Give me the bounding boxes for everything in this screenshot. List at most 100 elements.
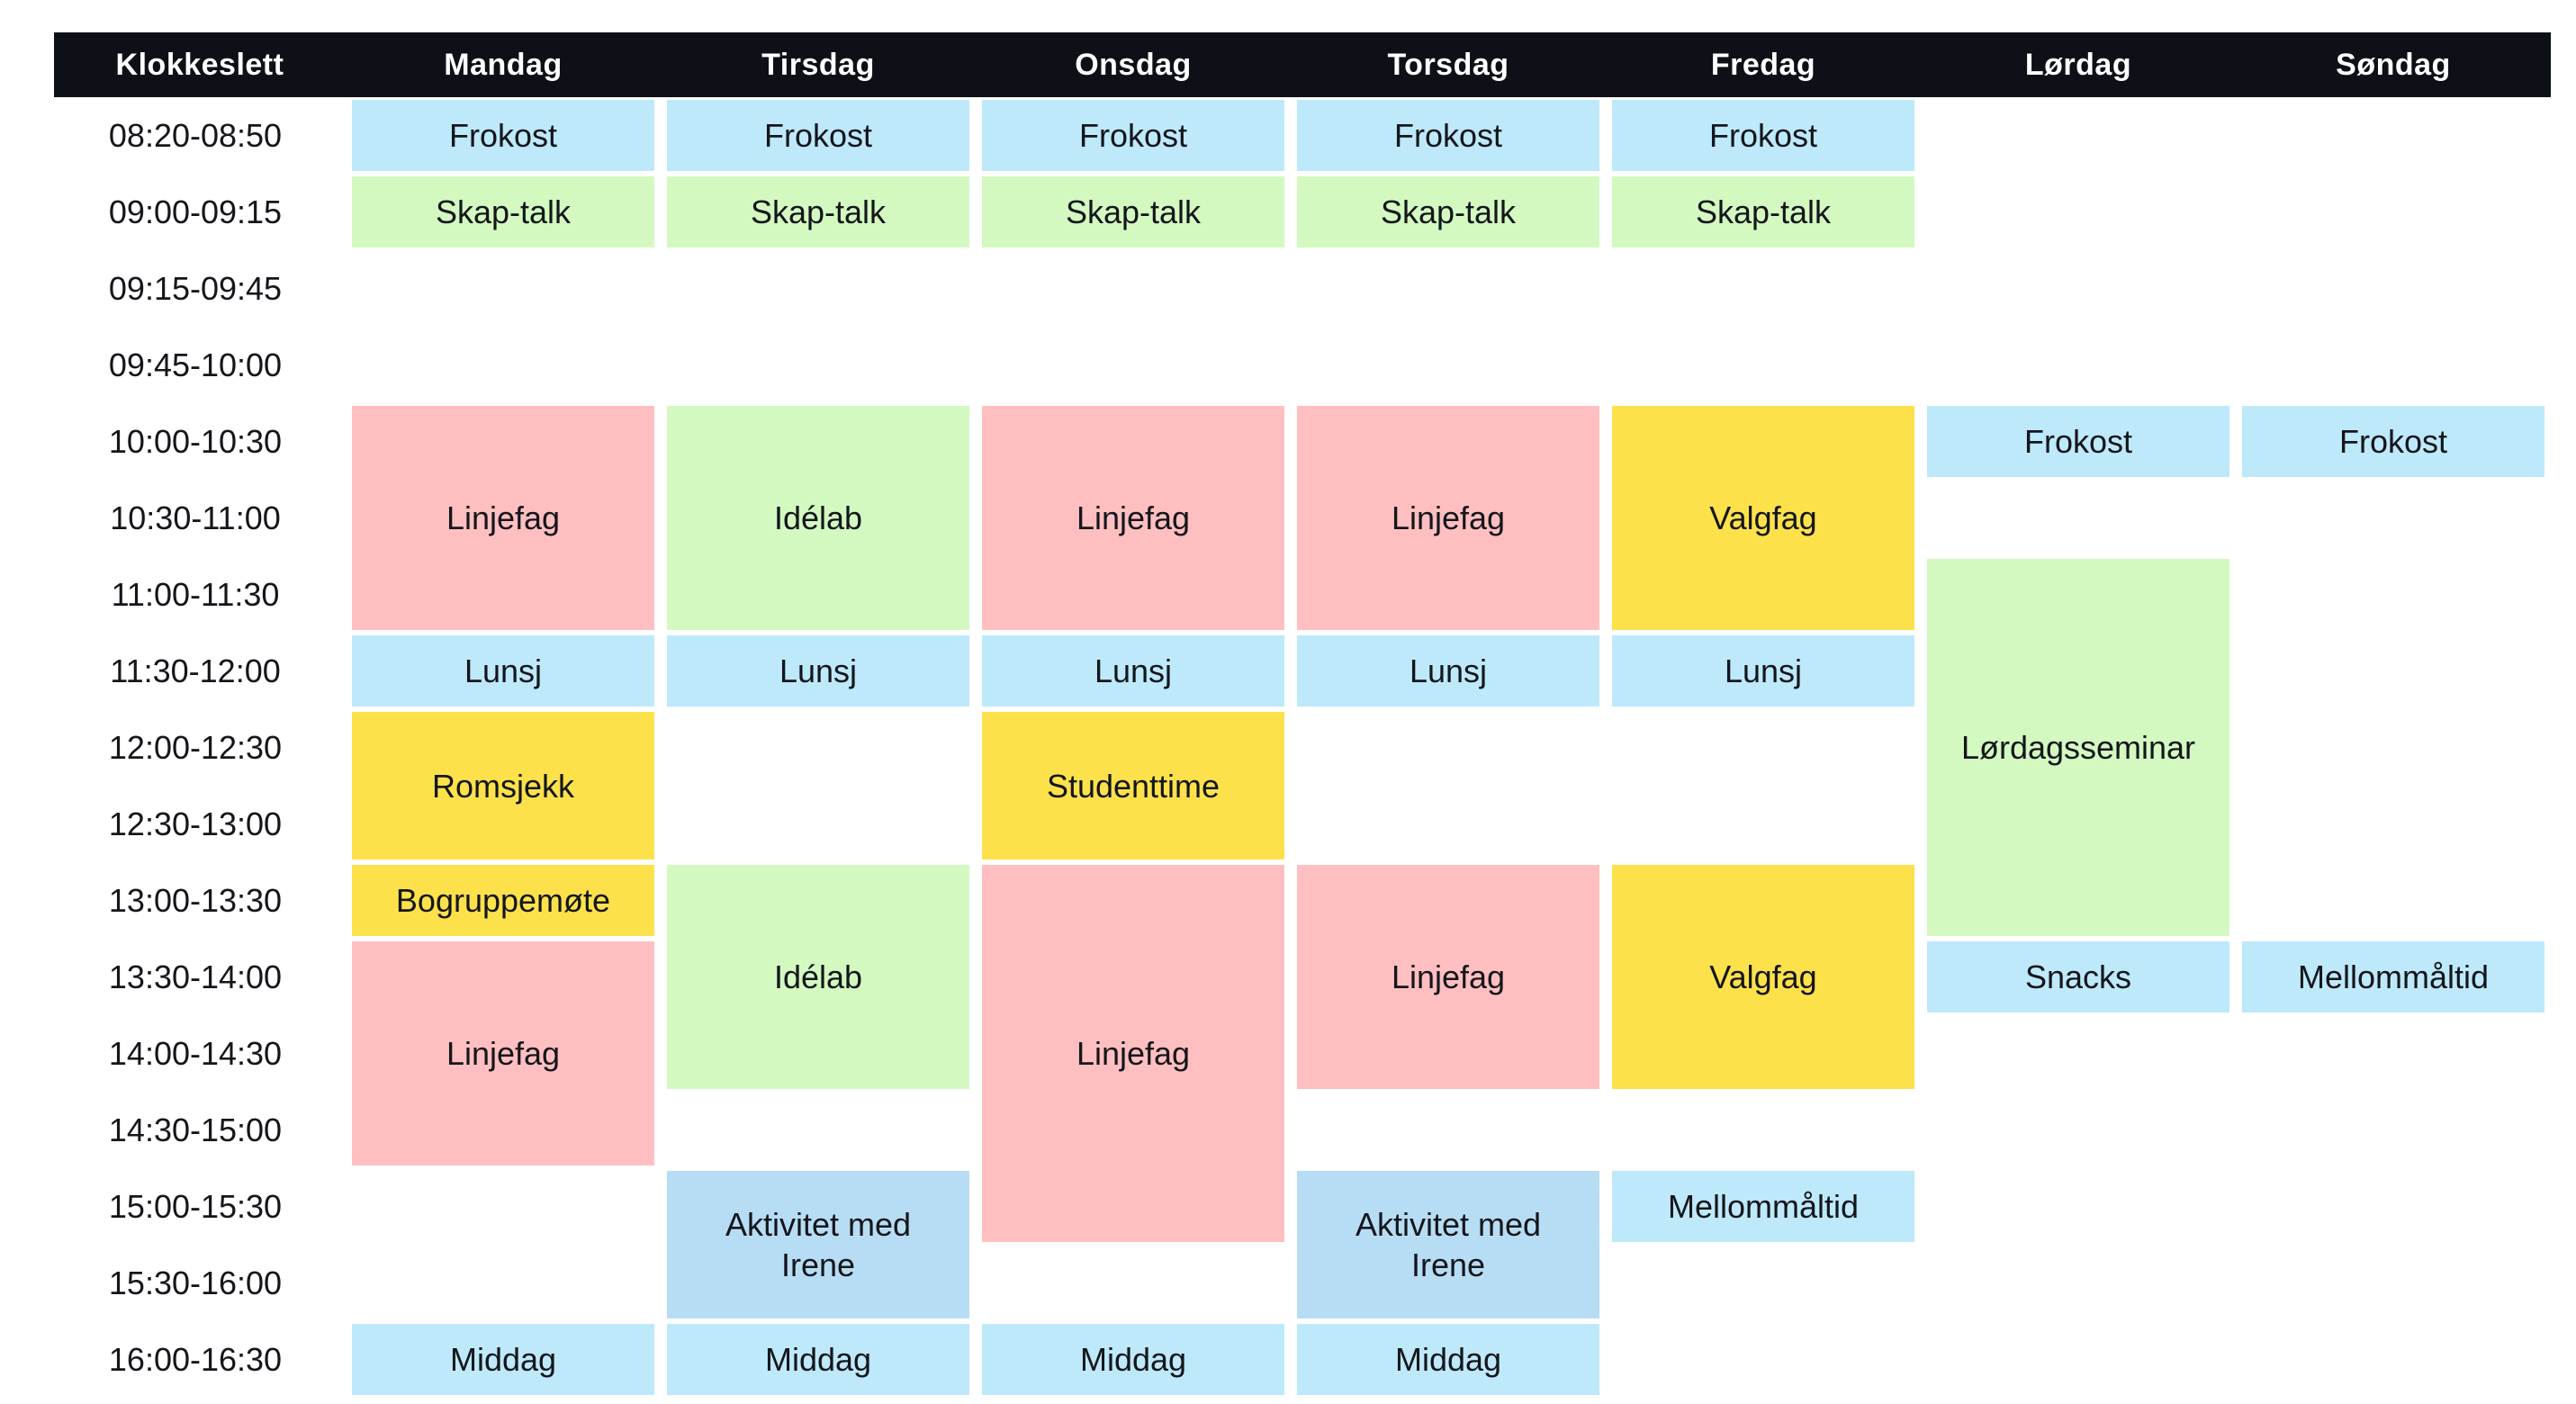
time-slot: 14:00-14:30 bbox=[108, 1034, 283, 1072]
event-label: Bogruppemøte bbox=[395, 882, 611, 919]
event-label: Skap-talk bbox=[1065, 194, 1202, 230]
event-cell: Aktivitet med Irene bbox=[1297, 1171, 1599, 1318]
event-label: Aktivitet med Irene bbox=[725, 1206, 912, 1283]
event-label: Studenttime bbox=[1046, 767, 1220, 805]
column-header-time: Klokkeslett bbox=[115, 47, 284, 82]
event-label: Idélab bbox=[773, 958, 863, 995]
event-label: Linjefag bbox=[446, 1035, 561, 1072]
event-cell: Frokost bbox=[352, 100, 654, 171]
event-cell: Middag bbox=[352, 1324, 654, 1395]
column-header-day: Søndag bbox=[2336, 47, 2451, 82]
event-cell: Skap-talk bbox=[982, 176, 1284, 248]
event-cell: Bogruppemøte bbox=[352, 865, 654, 936]
column-header-day: Mandag bbox=[444, 47, 563, 82]
event-cell: Valgfag bbox=[1612, 865, 1914, 1089]
event-label: Linjefag bbox=[1076, 1035, 1191, 1072]
event-cell: Middag bbox=[1297, 1324, 1599, 1395]
event-cell: Lunsj bbox=[1297, 635, 1599, 706]
event-label: Mellommåltid bbox=[1667, 1188, 1860, 1225]
event-label: Romsjekk bbox=[431, 767, 575, 805]
event-label: Lunsj bbox=[1409, 652, 1488, 689]
event-cell: Mellommåltid bbox=[1612, 1171, 1914, 1242]
time-slot: 15:30-16:00 bbox=[108, 1264, 283, 1301]
event-cell: Middag bbox=[667, 1324, 969, 1395]
time-slot: 16:00-16:30 bbox=[108, 1340, 283, 1378]
event-cell: Linjefag bbox=[982, 406, 1284, 630]
event-cell: Linjefag bbox=[1297, 865, 1599, 1089]
event-label: Valgfag bbox=[1709, 958, 1817, 995]
event-label: Valgfag bbox=[1709, 500, 1817, 536]
event-cell: Linjefag bbox=[352, 941, 654, 1166]
time-slot: 12:00-12:30 bbox=[108, 728, 283, 766]
event-cell: Frokost bbox=[1612, 100, 1914, 171]
schedule-body-grid: 08:20-08:50 09:00-09:15 09:15-09:45 09:45-1… bbox=[54, 97, 2551, 1398]
event-label: Lørdagsseminar bbox=[1960, 729, 2196, 766]
time-slot: 13:30-14:00 bbox=[108, 958, 283, 995]
event-label: Frokost bbox=[1078, 117, 1188, 154]
event-label: Snacks bbox=[2024, 958, 2132, 995]
event-label: Middag bbox=[764, 1341, 872, 1378]
event-cell: Linjefag bbox=[352, 406, 654, 630]
time-slot: 12:30-13:00 bbox=[108, 805, 283, 842]
event-label: Linjefag bbox=[1076, 500, 1191, 536]
event-cell: Frokost bbox=[1297, 100, 1599, 171]
event-label: Middag bbox=[449, 1341, 557, 1378]
event-label: Aktivitet med Irene bbox=[1355, 1206, 1542, 1283]
event-cell: Idélab bbox=[667, 865, 969, 1089]
time-slot: 10:00-10:30 bbox=[108, 422, 283, 460]
time-slot: 09:45-10:00 bbox=[108, 346, 283, 383]
event-cell: Romsjekk bbox=[352, 712, 654, 860]
event-cell: Lunsj bbox=[1612, 635, 1914, 706]
time-slot: 11:30-12:00 bbox=[110, 652, 281, 689]
event-cell: Linjefag bbox=[982, 865, 1284, 1242]
weekly-schedule-table: Klokkeslett Mandag Tirsdag Onsdag Torsdag Fre… bbox=[54, 32, 2551, 1398]
event-cell: Skap-talk bbox=[667, 176, 969, 248]
event-cell: Idélab bbox=[667, 406, 969, 630]
event-cell: Skap-talk bbox=[352, 176, 654, 248]
time-slot: 09:15-09:45 bbox=[108, 269, 283, 307]
column-header-day: Lørdag bbox=[2024, 47, 2132, 82]
event-label: Lunsj bbox=[1094, 652, 1173, 689]
event-cell: Frokost bbox=[1927, 406, 2229, 477]
event-cell: Middag bbox=[982, 1324, 1284, 1395]
event-label: Frokost bbox=[1393, 117, 1503, 154]
time-slot: 13:00-13:30 bbox=[108, 881, 283, 919]
event-label: Skap-talk bbox=[1380, 194, 1517, 230]
event-cell: Skap-talk bbox=[1297, 176, 1599, 248]
time-slot: 10:30-11:00 bbox=[110, 499, 281, 536]
event-cell: Frokost bbox=[2242, 406, 2544, 477]
event-label: Lunsj bbox=[1724, 652, 1803, 689]
column-header-day: Torsdag bbox=[1387, 47, 1509, 82]
event-cell: Valgfag bbox=[1612, 406, 1914, 630]
event-label: Frokost bbox=[2023, 423, 2133, 460]
event-cell: Lunsj bbox=[352, 635, 654, 706]
event-cell: Snacks bbox=[1927, 941, 2229, 1012]
schedule-header-row: Klokkeslett Mandag Tirsdag Onsdag Torsdag Fre… bbox=[54, 32, 2551, 97]
event-label: Frokost bbox=[2338, 423, 2448, 460]
event-cell: Skap-talk bbox=[1612, 176, 1914, 248]
event-cell: Lørdagsseminar bbox=[1927, 559, 2229, 936]
event-cell: Frokost bbox=[667, 100, 969, 171]
time-slot: 11:00-11:30 bbox=[111, 575, 280, 613]
event-label: Frokost bbox=[1708, 117, 1818, 154]
event-label: Lunsj bbox=[779, 652, 858, 689]
event-label: Frokost bbox=[448, 117, 558, 154]
column-header-day: Onsdag bbox=[1075, 47, 1192, 82]
event-cell: Mellommåltid bbox=[2242, 941, 2544, 1012]
event-label: Skap-talk bbox=[435, 194, 572, 230]
time-slot: 15:00-15:30 bbox=[108, 1187, 283, 1225]
time-slot: 14:30-15:00 bbox=[108, 1111, 283, 1148]
column-header-day: Tirsdag bbox=[761, 47, 875, 82]
event-label: Linjefag bbox=[1391, 958, 1506, 995]
event-cell: Linjefag bbox=[1297, 406, 1599, 630]
event-label: Linjefag bbox=[446, 500, 561, 536]
event-label: Skap-talk bbox=[750, 194, 887, 230]
event-label: Middag bbox=[1079, 1341, 1187, 1378]
event-label: Idélab bbox=[773, 500, 863, 536]
event-label: Linjefag bbox=[1391, 500, 1506, 536]
column-header-day: Fredag bbox=[1710, 47, 1816, 82]
event-label: Mellommåltid bbox=[2297, 958, 2490, 995]
time-slot: 08:20-08:50 bbox=[108, 116, 283, 154]
event-label: Skap-talk bbox=[1695, 194, 1832, 230]
time-slot: 09:00-09:15 bbox=[108, 193, 283, 230]
